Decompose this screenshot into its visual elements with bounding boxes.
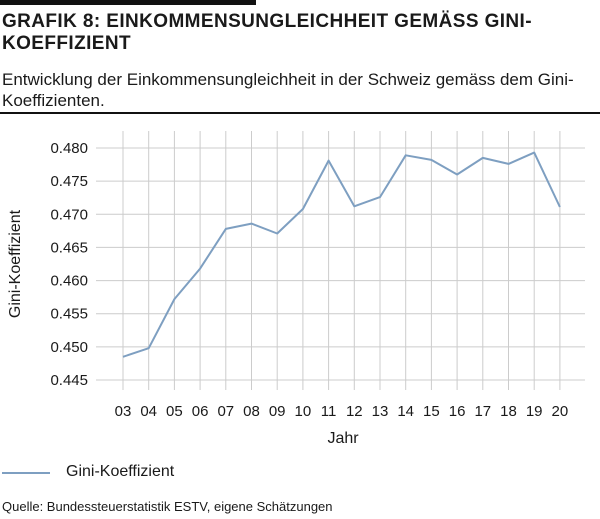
y-tick-label: 0.455 — [50, 306, 88, 323]
chart-title: GRAFIK 8: EINKOMMENSUNGLEICHHEIT GEMÄSS … — [2, 11, 532, 54]
x-tick-label: 20 — [552, 403, 569, 420]
x-tick-labels: 03 04 05 06 07 08 09 10 11 12 13 14 15 16 17 18 19 20 — [115, 403, 569, 420]
x-tick-label: 15 — [423, 403, 440, 420]
chart-subtitle: Entwicklung der Einkommensungleichheit i… — [2, 70, 574, 110]
x-tick-label: 05 — [166, 403, 183, 420]
x-tick-label: 09 — [269, 403, 286, 420]
header-rule — [0, 112, 600, 114]
grid-lines — [96, 131, 585, 390]
legend-label: Gini-Koeffizient — [66, 463, 175, 480]
source-note: Quelle: Bundessteuerstatistik ESTV, eige… — [2, 499, 333, 514]
y-tick-label: 0.475 — [50, 173, 88, 190]
x-tick-label: 03 — [115, 403, 132, 420]
y-tick-label: 0.465 — [50, 239, 88, 256]
x-tick-label: 16 — [449, 403, 466, 420]
y-tick-label: 0.450 — [50, 339, 88, 356]
x-tick-label: 12 — [346, 403, 363, 420]
x-tick-label: 04 — [140, 403, 157, 420]
x-tick-label: 13 — [372, 403, 389, 420]
series-line-gini — [122, 151, 561, 358]
x-tick-label: 10 — [295, 403, 312, 420]
x-axis-label: Jahr — [327, 430, 359, 447]
y-tick-label: 0.445 — [50, 372, 88, 389]
x-tick-label: 18 — [500, 403, 517, 420]
x-tick-label: 06 — [192, 403, 209, 420]
legend-swatch — [2, 472, 50, 474]
x-tick-label: 14 — [397, 403, 414, 420]
x-tick-label: 11 — [321, 403, 337, 420]
y-tick-labels: 0.445 0.450 0.455 0.460 0.465 0.470 0.475 0.480 — [50, 140, 88, 389]
x-tick-label: 19 — [526, 403, 543, 420]
y-tick-label: 0.480 — [50, 140, 88, 157]
series-layer — [122, 151, 561, 358]
y-tick-label: 0.470 — [50, 206, 88, 223]
x-tick-label: 07 — [217, 403, 234, 420]
x-tick-label: 08 — [243, 403, 260, 420]
y-axis-label: Gini-Koeffizient — [7, 209, 24, 318]
x-tick-label: 17 — [474, 403, 491, 420]
y-tick-label: 0.460 — [50, 273, 88, 290]
title-top-bar — [0, 0, 256, 5]
